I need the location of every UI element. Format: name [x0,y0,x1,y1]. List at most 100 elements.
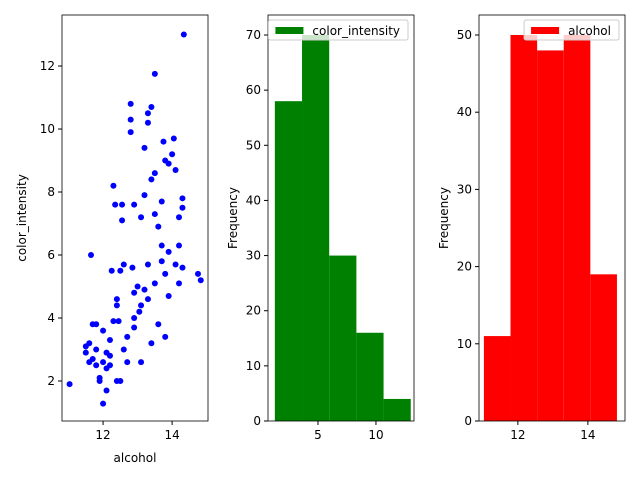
point [144,119,151,126]
subplot: 5 10 0 10 20 30 40 50 60 70 Frequency color_intensi… [226,14,415,442]
point [141,192,148,199]
point [131,201,138,208]
y-tick-label: 6 [47,248,55,262]
bar [510,34,538,421]
point [120,261,127,268]
point [120,346,127,353]
x-tick-label: 14 [580,428,595,442]
point [131,324,138,331]
y-tick-label: 30 [246,249,261,263]
y-tick-label: 40 [457,105,472,119]
y-axis-label: color_intensity [15,174,29,262]
point [165,160,172,167]
point [96,374,103,381]
point [172,166,179,173]
point [162,270,169,277]
bar [274,101,303,422]
point [100,400,107,407]
point [138,302,145,309]
axes-frame [61,14,209,422]
point [119,217,126,224]
y-tick-label: 40 [246,193,261,207]
subplot: 12 14 2 4 6 8 10 12 alcohol color_intensity [15,14,209,465]
axes-frame [478,14,626,422]
y-tick-label: 20 [246,304,261,318]
point [131,289,138,296]
point [162,333,169,340]
point [103,387,110,394]
point [180,31,187,38]
legend-box [523,19,620,41]
y-tick-label: 0 [464,414,472,428]
x-axis-label: alcohol [114,451,157,465]
y-tick-label: 20 [457,260,472,274]
point [93,321,100,328]
bar [356,332,384,421]
y-axis-label: Frequency [226,187,240,249]
point [119,201,126,208]
point [144,261,151,268]
point [113,302,120,309]
point [66,381,73,388]
point [144,296,151,303]
point [148,176,155,183]
point [165,292,172,299]
point [155,223,162,230]
point [138,359,145,366]
point [100,327,107,334]
y-tick-label: 0 [253,414,261,428]
point [124,359,131,366]
point [124,333,131,340]
bar [563,34,591,421]
y-tick-label: 12 [40,59,55,73]
point [110,182,117,189]
bar [329,255,357,421]
point [129,264,136,271]
legend-label: color_intensity [312,24,400,38]
point [100,359,107,366]
point [112,201,119,208]
point [141,286,148,293]
y-axis-label: Frequency [437,187,451,249]
point [127,116,134,123]
y-tick-label: 50 [457,28,472,42]
point [103,349,110,356]
bar [383,398,411,421]
legend-label: alcohol [568,24,611,38]
x-tick-label: 12 [95,428,110,442]
x-tick-label: 10 [368,428,383,442]
point [127,100,134,107]
point [158,242,165,249]
y-tick-label: 60 [246,83,261,97]
point [108,267,115,274]
point [136,308,143,315]
point [194,270,201,277]
x-tick-label: 12 [510,428,525,442]
bar [302,35,330,422]
point [93,362,100,369]
point [117,377,124,384]
point [127,129,134,136]
legend: alcohol [523,19,620,41]
y-tick-label: 10 [457,337,472,351]
y-tick-label: 10 [40,122,55,136]
point [148,103,155,110]
point [82,349,89,356]
y-tick-label: 30 [457,182,472,196]
point [86,340,93,347]
y-tick-label: 8 [47,185,55,199]
legend-box [267,19,409,41]
point [115,318,122,325]
point [172,261,179,268]
bar [537,50,564,422]
point [151,170,158,177]
point [110,318,117,325]
point [176,242,183,249]
point [151,280,158,287]
point [176,280,183,287]
legend: color_intensity [267,19,409,41]
axes-frame [267,14,415,422]
point [170,135,177,142]
point [158,198,165,205]
point [86,359,93,366]
